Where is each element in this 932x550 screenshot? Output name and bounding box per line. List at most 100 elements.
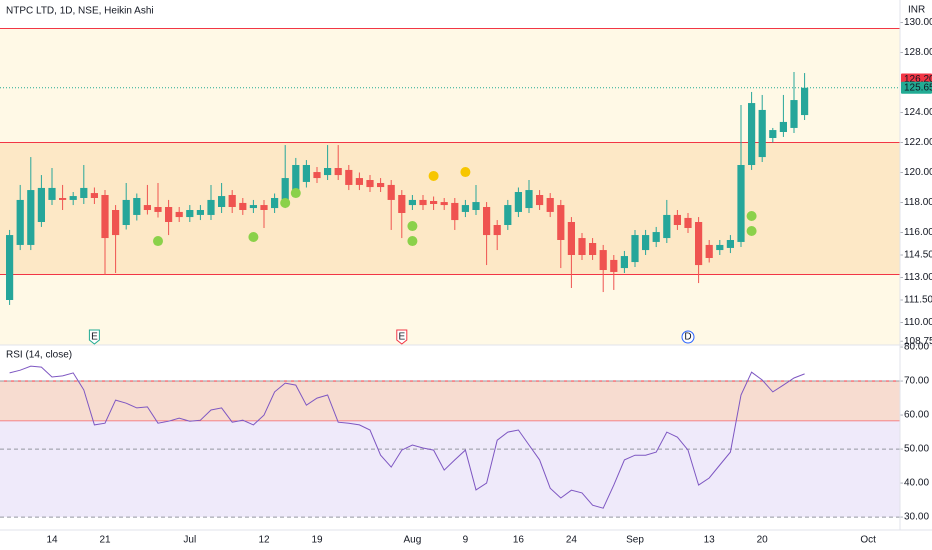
y-tick-label: 114.50 [904,250,932,261]
candle-body [48,187,56,200]
candle-body [37,187,45,222]
candle-body [59,198,67,200]
y-tick-label: 118.00 [904,197,932,208]
x-tick-label: Oct [860,535,876,546]
candle-body [483,207,491,236]
marker [428,170,439,181]
y-tick-label: 80.00 [904,342,929,353]
candle-body [186,210,194,218]
y-tick-label: 70.00 [904,376,929,387]
candle-body [16,199,24,245]
candle-body [684,217,692,228]
y-tick-label: 30.00 [904,512,929,523]
candle-body [726,240,734,248]
candle-body [302,165,310,182]
candle-body [620,256,628,269]
y-tick-label: 120.00 [904,167,932,178]
candle-body [525,190,533,209]
candle-body [419,199,427,206]
candle-body [249,205,257,209]
candle-body [218,196,226,207]
chart-title: NTPC LTD, 1D, NSE, Heikin Ashi [6,6,154,17]
x-tick-label: 13 [704,535,716,546]
event-label: E [91,332,98,343]
candle-body [790,100,798,128]
candle-body [90,193,98,198]
candle-body [493,225,501,236]
candle-body [589,243,597,255]
marker [746,211,757,221]
candle-body [281,178,289,203]
candle-body [461,205,469,212]
price-tag [901,81,932,94]
candle-body [599,250,607,270]
candle-body [207,199,215,215]
y-tick-label: 50.00 [904,444,929,455]
x-tick-label: Sep [626,535,644,546]
candle-body [228,195,236,207]
candle-body [472,202,480,210]
price-tag-label: 126.20 [904,74,932,85]
candle-body [366,180,374,188]
candle-body [673,214,681,225]
event-label: E [398,332,405,343]
event-icon [88,329,100,345]
rsi-line [9,365,805,509]
candle-body [758,109,766,158]
candle-body [779,121,787,132]
event-label: D [684,332,691,343]
candle-body [398,195,406,213]
candle-body [567,222,575,255]
pane-title: RSI (14, close) [6,350,72,361]
band [0,421,900,518]
candle-body [642,235,650,251]
candle-body [536,195,544,206]
x-tick-label: 16 [513,535,525,546]
x-tick-label: 24 [566,535,578,546]
y-tick-label: 116.00 [904,227,932,238]
currency-label: INR [908,5,925,16]
marker [407,236,418,247]
marker [460,167,471,178]
candle-body [578,238,586,255]
candle-body [165,207,173,222]
candle-body [663,214,671,239]
event-icon [396,329,408,345]
candle-body [355,178,363,185]
y-tick-label: 111.50 [904,295,932,306]
candle-body [801,87,809,116]
y-tick-label: 122.00 [904,137,932,148]
y-tick-label: 108.75 [904,336,932,347]
candle-body [292,165,300,191]
y-tick-label: 128.00 [904,47,932,58]
candle-body [546,198,554,212]
candle-body [271,198,279,209]
candle-body [260,205,268,210]
candle-body [313,172,321,179]
x-tick-label: 14 [46,535,58,546]
candle-body [737,165,745,242]
candle-body [451,202,459,221]
candle-body [610,259,618,272]
candle-body [769,130,777,138]
candle-body [705,244,713,258]
candle-body [748,103,756,165]
candle-body [122,199,130,225]
candle-body [387,184,395,200]
candle-body [695,222,703,266]
x-tick-label: 21 [99,535,111,546]
y-tick-label: 40.00 [904,478,929,489]
candle-body [175,211,183,218]
candle-body [408,199,416,206]
candle-body [324,168,332,176]
y-tick-label: 113.00 [904,272,932,283]
candle-body [6,235,14,300]
marker [290,188,301,199]
candle-body [112,210,120,236]
candle-body [716,244,724,251]
candle-body [652,232,660,242]
y-tick-label: 130.00 [904,17,932,28]
candle-body [239,202,247,210]
candle-body [196,210,204,215]
